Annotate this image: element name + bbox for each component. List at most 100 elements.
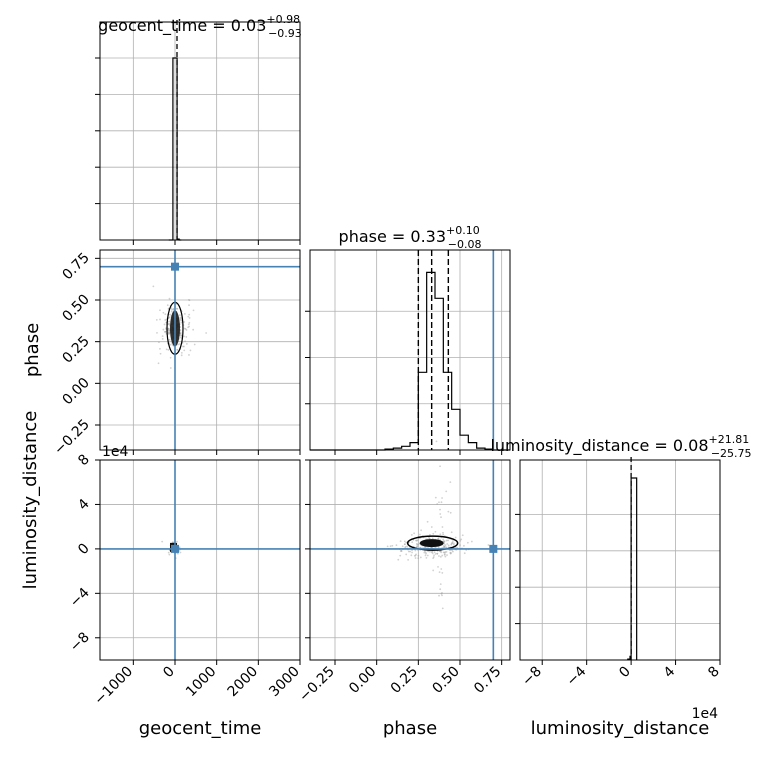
scatter-point [428,537,431,540]
scatter-point [169,356,172,359]
panel-phase-hist: phase = 0.33+0.10 −0.08 [305,224,511,455]
x-tick-label: 0 [616,664,634,682]
scatter-point [189,349,192,352]
scatter-point [179,551,182,554]
scatter-point [159,318,161,321]
scatter-point [183,349,186,352]
scatter-point [167,349,170,351]
scatter-point [176,348,179,351]
scatter-point [443,551,446,554]
scatter-point [445,546,447,549]
scatter-point [177,552,179,555]
title-param: phase [339,227,387,246]
scatter-point [185,329,188,331]
scatter-point [400,550,403,552]
truth-marker [489,544,498,553]
scatter-point [428,536,430,539]
title-minus: −0.08 [448,238,482,251]
scatter-point [168,297,171,300]
x-offset-label: 1e4 [692,706,719,722]
scatter-point [188,354,190,356]
scatter-point [168,332,171,335]
scatter-point [183,335,185,338]
scatter-point [446,543,449,545]
scatter-point [444,555,447,558]
scatter-point [391,544,394,547]
scatter-point [436,552,439,555]
scatter-point [161,540,164,543]
scatter-point [438,501,440,504]
scatter-point [188,317,191,319]
x-tick-label: −4 [564,663,590,689]
scatter-point [172,541,174,543]
scatter-point [424,554,427,557]
scatter-point [424,551,427,554]
title-median: 0.03 [231,16,267,35]
scatter-point [436,552,439,555]
scatter-point [169,313,172,316]
scatter-point [432,569,435,572]
title-minus: −25.75 [711,447,752,460]
scatter-point [420,529,423,532]
scatter-point [164,313,167,316]
scatter-point [432,557,435,560]
scatter-point [389,545,392,548]
scatter-point [437,537,440,540]
title-equals: = [207,16,231,35]
scatter-point [430,526,433,528]
scatter-point [185,336,188,338]
scatter-point [180,351,183,354]
scatter-point [156,331,158,334]
scatter-point [416,545,419,548]
title-minus: −0.93 [268,27,302,40]
scatter-point [445,490,448,493]
scatter-point [442,540,445,543]
scatter-point [437,538,440,540]
scatter-point [179,336,182,339]
scatter-point [449,552,452,555]
scatter-point [167,331,170,334]
x-tick-label: −0.25 [296,664,338,706]
scatter-point [434,530,437,533]
scatter-point [171,308,173,311]
scatter-point [443,545,446,548]
scatter-point [431,550,434,553]
scatter-point [452,550,454,553]
scatter-point [451,541,454,544]
x-tick-label: 0.50 [429,664,462,697]
scatter-point [167,332,170,335]
scatter-point [424,546,427,549]
scatter-point [439,533,442,536]
y-tick-label: 8 [75,452,93,470]
scatter-point [440,501,443,504]
scatter-point [185,342,188,345]
y-tick-label: 0.50 [59,292,92,325]
y-axis-label: phase [22,323,43,377]
panel-frame [309,459,511,661]
scatter-point [167,327,170,330]
title-plus: +21.81 [709,433,750,446]
panel-luminosity-distance-hist: −8 −4 0 4 8 1e4 luminosity_distance = 0.08+21.… [490,433,751,722]
scatter-point [158,341,160,344]
panel-luminosity-distance-vs-phase: −0.25 0.00 0.25 0.50 0.75 phase [296,440,511,739]
title-param: geocent_time [98,16,207,36]
scatter-point [168,339,171,341]
scatter-point [449,549,452,552]
scatter-point [165,348,168,351]
scatter-point [442,531,444,534]
y-tick-label: −0.25 [51,417,93,459]
scatter-point [176,540,178,543]
title-median: 0.08 [673,436,709,455]
scatter-point [452,540,454,542]
scatter-point [410,554,413,557]
scatter-point [164,319,167,321]
scatter-point [395,544,398,547]
y-tick-label: 0.00 [59,375,92,408]
scatter-point [177,343,179,346]
scatter-point [433,551,436,554]
scatter-point [442,545,445,547]
scatter-point [172,308,175,310]
scatter-point [176,348,179,351]
scatter-point [179,316,182,319]
